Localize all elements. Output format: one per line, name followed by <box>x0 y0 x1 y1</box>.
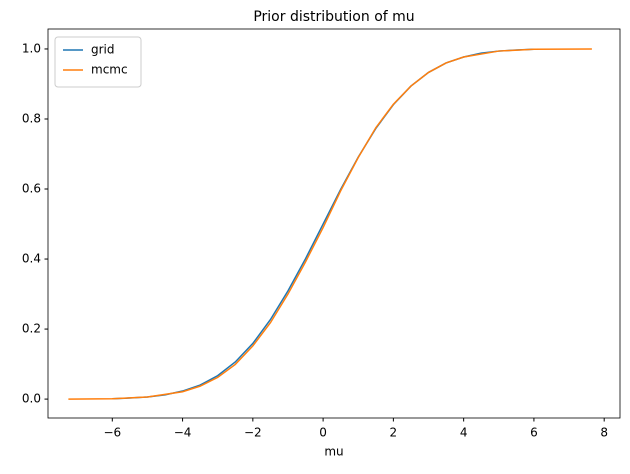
line-series <box>68 48 592 400</box>
x-tick-label: 4 <box>460 426 468 440</box>
plot-frame <box>47 28 621 419</box>
line-series <box>112 48 534 400</box>
y-tick-label: 0.4 <box>22 252 41 266</box>
x-tick-label: −2 <box>244 426 262 440</box>
x-tick-label: 6 <box>530 426 538 440</box>
chart-title: Prior distribution of mu <box>253 9 414 25</box>
y-tick-label: 0.6 <box>22 182 41 196</box>
y-tick-label: 0.8 <box>22 111 41 125</box>
x-axis-label: mu <box>324 445 343 459</box>
x-tick-label: 8 <box>600 426 608 440</box>
x-tick-label: −4 <box>174 426 192 440</box>
x-tick-label: 0 <box>319 426 327 440</box>
y-tick-label: 0.2 <box>22 322 41 336</box>
y-tick-label: 0.0 <box>22 392 41 406</box>
x-tick-label: 2 <box>390 426 398 440</box>
legend-label: grid <box>91 43 115 57</box>
legend-label: mcmc <box>91 63 128 77</box>
x-tick-label: −6 <box>103 426 121 440</box>
y-tick-label: 1.0 <box>22 41 41 55</box>
